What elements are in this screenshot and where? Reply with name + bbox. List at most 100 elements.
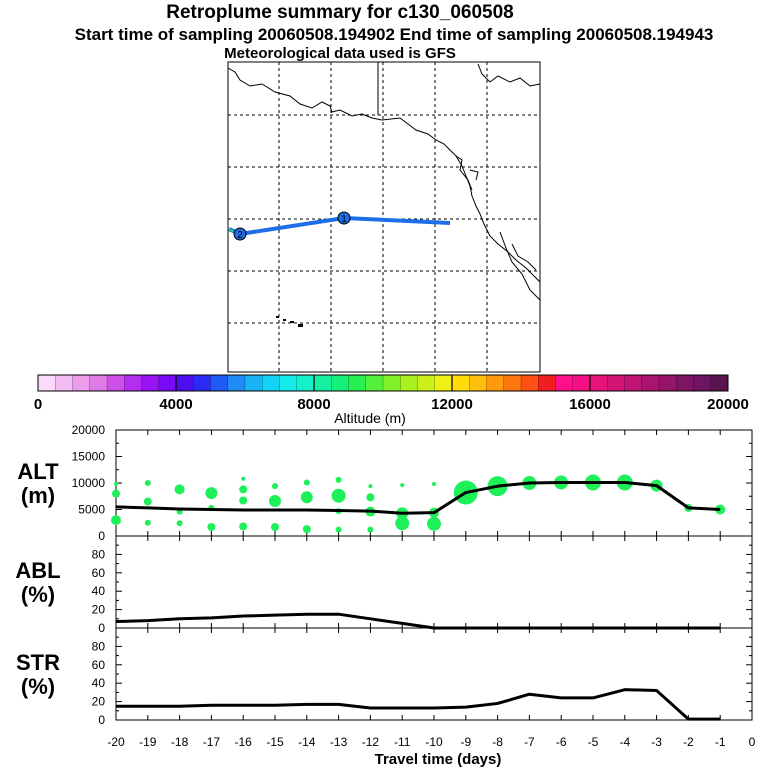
colorbar-swatch	[193, 375, 211, 391]
colorbar-swatch	[72, 375, 91, 391]
altitude-bubble	[241, 476, 246, 481]
colorbar-swatch	[590, 375, 608, 391]
trajectory-marker-day1	[337, 211, 351, 225]
colorbar-swatch	[365, 375, 384, 391]
altitude-bubble	[176, 520, 183, 527]
colorbar-swatch	[89, 375, 108, 391]
colorbar-swatch	[296, 375, 315, 391]
colorbar-swatch	[245, 375, 263, 391]
y-axis-label: (m)	[21, 483, 55, 508]
panel-abl: 0 20 40 60 80 ABL(%)	[15, 535, 753, 635]
colorbar-label: Altitude (m)	[334, 410, 406, 426]
x-tick-label: -11	[394, 735, 411, 749]
x-tick-label: -18	[171, 735, 189, 749]
altitude-bubble	[174, 484, 185, 495]
x-tick-label: -5	[588, 735, 599, 749]
colorbar-swatch	[521, 375, 539, 391]
x-tick-label: -14	[298, 735, 316, 749]
hawaii-islands	[276, 316, 303, 327]
colorbar-tick-label: 20000	[707, 396, 749, 413]
y-axis-label: ABL	[15, 558, 60, 583]
colorbar-swatch	[262, 375, 280, 391]
colorbar-swatch	[434, 375, 453, 391]
colorbar-swatch	[176, 375, 194, 391]
colorbar-swatch	[227, 375, 246, 391]
altitude-bubble	[269, 495, 281, 508]
colorbar-swatch	[641, 375, 660, 391]
x-tick-label: -7	[524, 735, 535, 749]
x-tick-label: -13	[330, 735, 348, 749]
altitude-bubble	[300, 491, 313, 504]
x-tick-label: -10	[425, 735, 443, 749]
colorbar-swatch	[486, 375, 505, 391]
colorbar-swatch	[676, 375, 694, 391]
chart-title: Retroplume summary for c130_060508	[166, 2, 514, 23]
colorbar-swatch	[624, 375, 643, 391]
y-tick-label: 20	[92, 695, 106, 709]
altitude-colorbar: 0 4000 8000 12000 16000 20000 Altitude (m)	[34, 374, 749, 426]
y-tick-label: 60	[92, 658, 106, 672]
altitude-bubble	[144, 480, 151, 486]
x-tick-label: -4	[619, 735, 630, 749]
series-line-alt	[115, 480, 721, 515]
y-tick-label: 40	[92, 676, 106, 690]
y-tick-label: 0	[98, 713, 105, 727]
y-tick-label: 80	[92, 547, 106, 561]
x-tick-label: -2	[683, 735, 694, 749]
colorbar-swatch	[348, 375, 367, 391]
altitude-bubble	[112, 489, 120, 498]
colorbar-swatch	[555, 375, 574, 391]
x-tick-label: -16	[235, 735, 253, 749]
colorbar-swatch	[38, 375, 56, 391]
map-coastlines	[227, 61, 541, 301]
colorbar-swatch	[383, 375, 401, 391]
colorbar-swatch	[503, 375, 522, 391]
y-axis-label: (%)	[21, 674, 55, 699]
trajectory-marker-label: 2	[237, 230, 243, 241]
trajectory-marker-label: 1	[341, 214, 347, 225]
colorbar-tick-label: 0	[34, 396, 42, 413]
colorbar-swatch	[659, 375, 677, 391]
altitude-bubble	[367, 526, 374, 533]
x-tick-label: -17	[203, 735, 221, 749]
altitude-bubble	[272, 483, 278, 490]
y-tick-label: 20	[92, 603, 106, 617]
altitude-bubble	[271, 522, 279, 531]
altitude-bubble	[143, 497, 152, 506]
altitude-bubble	[239, 522, 248, 531]
colorbar-swatch	[417, 375, 436, 391]
x-tick-label: -8	[492, 735, 503, 749]
altitude-bubble	[302, 525, 311, 534]
colorbar-swatch	[452, 375, 470, 391]
meteorological-data-subtitle: Meteorological data used is GFS	[224, 45, 456, 62]
x-tick-label: -3	[651, 735, 662, 749]
y-tick-label: 60	[92, 566, 106, 580]
x-tick-label: -9	[460, 735, 471, 749]
x-tick-label: -12	[362, 735, 380, 749]
colorbar-tick-label: 16000	[569, 396, 611, 413]
trajectory-marker-day2	[233, 227, 247, 241]
colorbar-swatch	[400, 375, 418, 391]
altitude-bubble	[303, 479, 310, 486]
y-tick-label: 10000	[72, 476, 106, 490]
colorbar-swatch	[693, 375, 712, 391]
altitude-bubble	[366, 493, 375, 502]
map-frame	[227, 61, 541, 373]
y-tick-label: 0	[98, 529, 105, 543]
altitude-bubble	[239, 496, 248, 505]
y-axis-label: STR	[16, 650, 60, 675]
colorbar-swatch	[107, 375, 125, 391]
sampling-time-subtitle: Start time of sampling 20060508.194902 E…	[74, 25, 714, 44]
altitude-bubble	[207, 522, 216, 531]
colorbar-swatch	[572, 375, 591, 391]
series-line-abl	[115, 612, 721, 630]
panel-alt: 0 5000 10000 15000 20000 ALT(m)	[17, 423, 753, 543]
y-tick-label: 5000	[78, 503, 105, 517]
altitude-bubble	[335, 476, 342, 483]
altitude-bubble	[114, 482, 118, 487]
y-axis-label: ALT	[17, 459, 59, 484]
x-tick-label: -20	[107, 735, 125, 749]
x-tick-label: -1	[715, 735, 726, 749]
trajectory-origin-segment	[228, 228, 235, 233]
